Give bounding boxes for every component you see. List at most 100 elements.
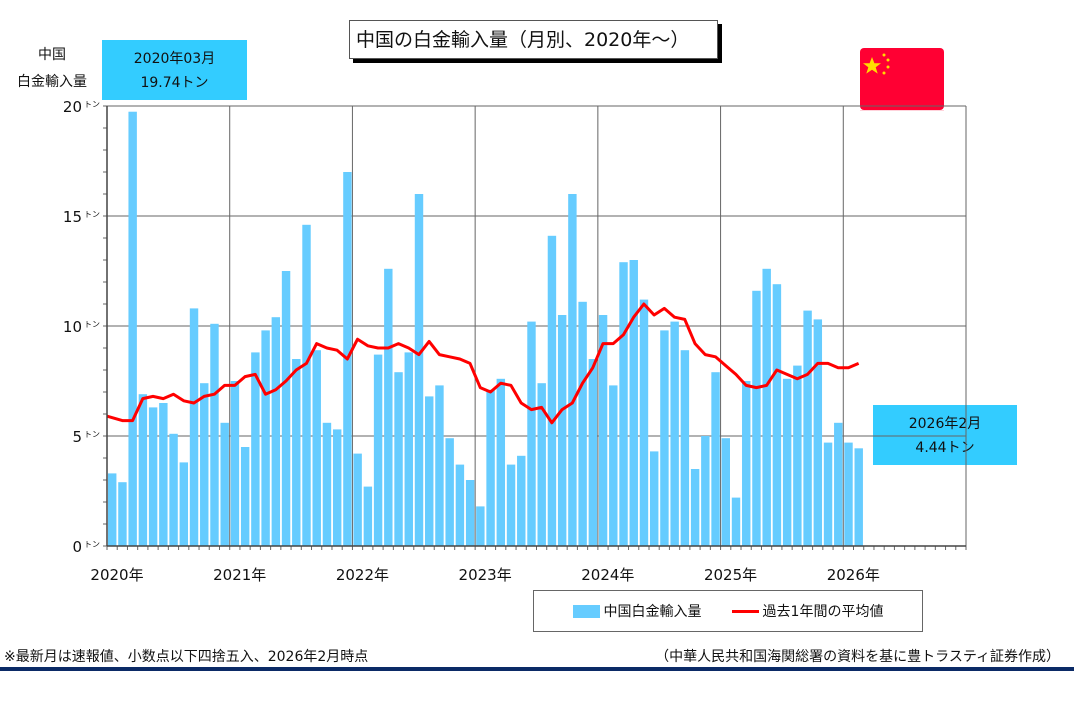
bar <box>762 268 771 546</box>
y-axis-label-line2: 白金輸入量 <box>17 74 87 90</box>
bar <box>496 378 506 546</box>
callout-latest-month: 2026年2月 4.44トン <box>873 405 1017 465</box>
x-tick-label: 2021年 <box>213 566 266 584</box>
bar <box>537 383 546 546</box>
bar <box>373 354 383 546</box>
legend-bar-swatch <box>572 604 600 618</box>
bar <box>312 350 321 546</box>
bar <box>476 506 485 546</box>
bar <box>108 473 117 546</box>
y-tick-label: 20 <box>63 98 82 116</box>
moving-average-line <box>106 302 860 425</box>
bar <box>660 330 669 546</box>
bar <box>465 480 475 546</box>
line-series <box>106 302 860 425</box>
bar <box>588 359 598 546</box>
bar <box>138 394 148 546</box>
bar <box>557 315 567 546</box>
bar <box>690 469 700 546</box>
bar <box>527 321 536 546</box>
x-tick-label: 2025年 <box>704 566 757 584</box>
bottom-divider <box>0 667 1074 671</box>
bar <box>445 438 454 546</box>
x-tick-label: 2024年 <box>581 566 634 584</box>
y-tick-label: 5 <box>72 428 82 446</box>
bar <box>568 194 577 546</box>
bar <box>425 396 434 546</box>
y-tick-unit: トン <box>84 100 100 109</box>
bar <box>384 268 393 546</box>
bar <box>803 310 812 546</box>
gridlines <box>106 105 967 546</box>
x-tick-label: 2026年 <box>827 566 880 584</box>
bar-series <box>108 111 863 547</box>
chart-title: 中国の白金輸入量（月別、2020年～） <box>349 20 718 59</box>
y-tick-label: 0 <box>72 538 82 556</box>
footnote: ※最新月は速報値、小数点以下四捨五入、2026年2月時点 <box>4 649 369 665</box>
bar <box>517 455 526 546</box>
source-note: （中華人民共和国海関総署の資料を基に豊トラスティ証券作成） <box>655 649 1060 665</box>
bar <box>261 330 270 546</box>
bar <box>578 301 587 546</box>
y-tick-unit: トン <box>84 320 100 329</box>
bar <box>455 464 465 546</box>
callout-first-value: 19.74トン <box>140 75 209 91</box>
bar <box>813 319 823 546</box>
bar <box>649 451 659 546</box>
legend-item-bar: 中国白金輸入量 <box>572 601 702 621</box>
y-tick-unit: トン <box>84 210 100 219</box>
bar <box>394 372 403 546</box>
bar <box>281 271 291 546</box>
bar <box>619 262 628 546</box>
bar <box>793 365 802 546</box>
bar <box>486 389 495 546</box>
bar <box>834 422 843 546</box>
y-tick-label: 10 <box>63 318 82 336</box>
bar <box>609 385 618 546</box>
bar <box>731 497 741 546</box>
bar <box>271 317 281 546</box>
x-tick-label: 2022年 <box>336 566 389 584</box>
legend: 中国白金輸入量 過去1年間の平均値 <box>533 590 923 632</box>
bar <box>414 194 424 546</box>
bar <box>200 383 209 546</box>
bar <box>854 448 863 546</box>
bar <box>118 482 127 546</box>
bar <box>128 111 137 546</box>
bar <box>639 299 649 546</box>
china-flag-icon <box>860 48 944 111</box>
bar <box>844 442 853 546</box>
y-axis-label: 中国 白金輸入量 <box>8 42 96 96</box>
legend-line-swatch <box>731 609 759 613</box>
bar <box>148 407 158 546</box>
bar <box>353 453 362 546</box>
bar <box>302 224 311 547</box>
y-axis-label-line1: 中国 <box>38 47 66 63</box>
callout-first-date: 2020年03月 <box>133 51 216 67</box>
y-tick-unit: トン <box>84 540 100 549</box>
bar <box>629 260 638 546</box>
callout-last-value: 4.44トン <box>915 440 975 456</box>
bar <box>782 378 792 546</box>
legend-bar-label: 中国白金輸入量 <box>603 604 702 620</box>
bar <box>179 462 189 546</box>
bar <box>752 290 761 546</box>
bar <box>363 486 373 546</box>
bar <box>210 323 219 546</box>
y-tick-label: 15 <box>63 208 82 226</box>
bar <box>404 352 413 546</box>
bar <box>772 284 782 546</box>
bar <box>506 464 516 546</box>
bar <box>711 372 720 546</box>
bar <box>292 359 301 546</box>
bar <box>701 436 710 546</box>
callout-last-date: 2026年2月 <box>908 416 982 432</box>
legend-line-label: 過去1年間の平均値 <box>762 604 884 620</box>
bar <box>742 381 751 546</box>
bar <box>230 381 240 546</box>
x-tick-label: 2023年 <box>459 566 512 584</box>
bar <box>547 235 557 547</box>
callout-first-month: 2020年03月 19.74トン <box>102 40 247 100</box>
